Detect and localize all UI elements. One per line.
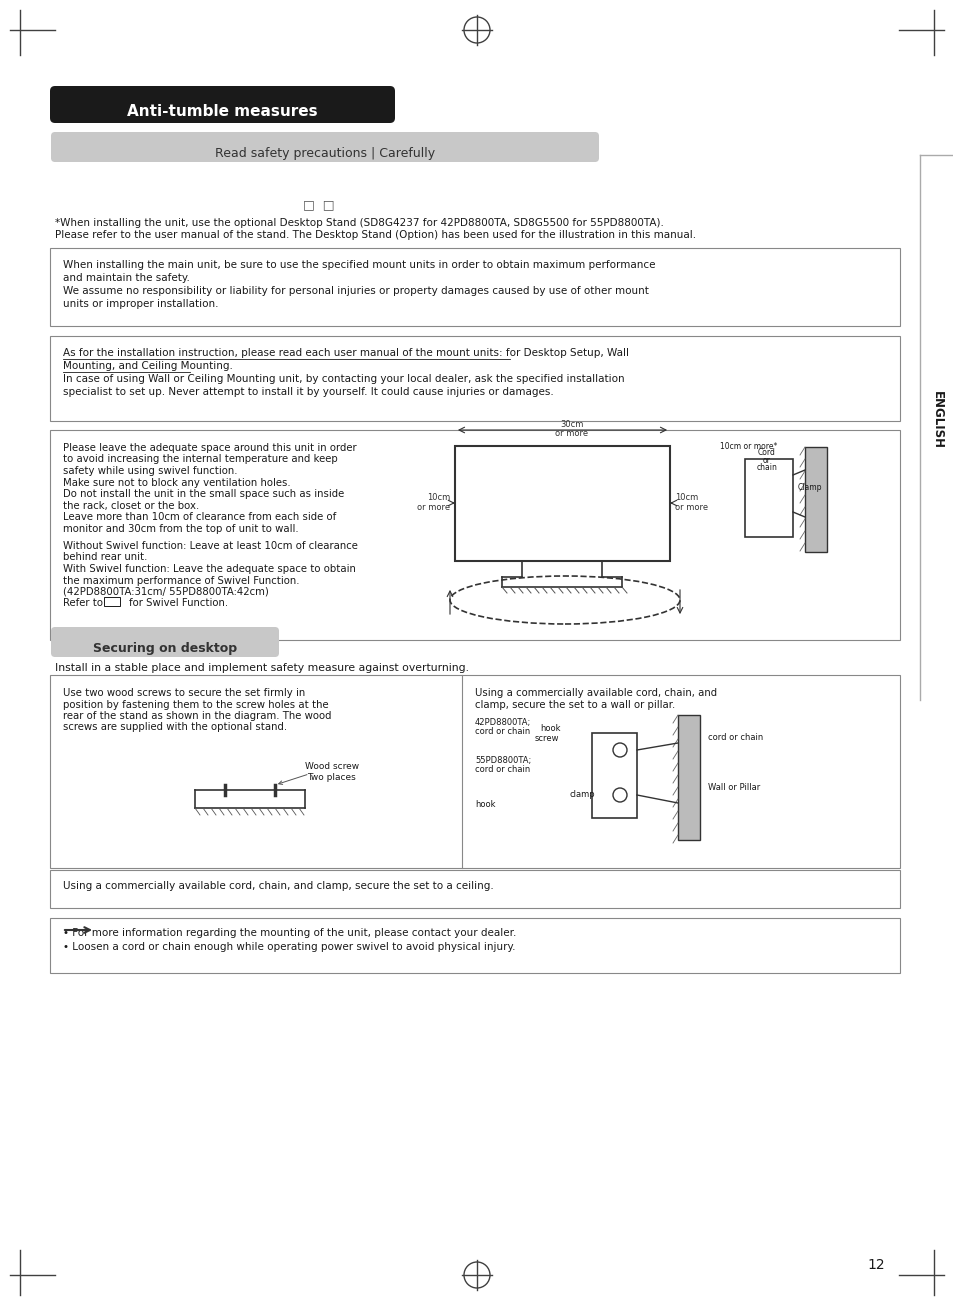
- Bar: [804, 447, 826, 552]
- Text: clamp, secure the set to a wall or pillar.: clamp, secure the set to a wall or pilla…: [475, 700, 675, 709]
- Text: or: or: [762, 456, 770, 465]
- Text: Two places: Two places: [307, 773, 355, 782]
- Text: screw: screw: [535, 734, 558, 743]
- Text: Please refer to the user manual of the stand. The Desktop Stand (Option) has bee: Please refer to the user manual of the s…: [55, 230, 696, 240]
- Text: Do not install the unit in the small space such as inside: Do not install the unit in the small spa…: [63, 488, 344, 499]
- Text: Anti-tumble measures: Anti-tumble measures: [127, 104, 317, 119]
- Text: Please leave the adequate space around this unit in order: Please leave the adequate space around t…: [63, 443, 356, 453]
- Text: With Swivel function: Leave the adequate space to obtain: With Swivel function: Leave the adequate…: [63, 564, 355, 575]
- Text: or more: or more: [555, 428, 588, 438]
- FancyBboxPatch shape: [51, 627, 278, 657]
- Text: and maintain the safety.: and maintain the safety.: [63, 273, 190, 283]
- Text: Read safety precautions | Carefully: Read safety precautions | Carefully: [214, 148, 435, 161]
- Bar: [50, 675, 899, 868]
- Text: cord or chain: cord or chain: [475, 765, 530, 774]
- Text: 10cm: 10cm: [426, 492, 450, 502]
- Bar: [50, 918, 899, 973]
- Text: In case of using Wall or Ceiling Mounting unit, by contacting your local dealer,: In case of using Wall or Ceiling Mountin…: [63, 374, 624, 384]
- Text: Make sure not to block any ventilation holes.: Make sure not to block any ventilation h…: [63, 478, 291, 487]
- Text: behind rear unit.: behind rear unit.: [63, 552, 147, 563]
- Text: rear of the stand as shown in the diagram. The wood: rear of the stand as shown in the diagra…: [63, 710, 331, 721]
- Text: Wood screw: Wood screw: [278, 761, 358, 785]
- Text: Leave more than 10cm of clearance from each side of: Leave more than 10cm of clearance from e…: [63, 512, 335, 522]
- Text: Cord: Cord: [758, 448, 775, 457]
- Text: 30cm: 30cm: [559, 421, 583, 428]
- Text: Clamp: Clamp: [797, 482, 821, 491]
- Bar: [592, 733, 637, 818]
- Bar: [678, 714, 700, 840]
- Bar: [50, 430, 899, 640]
- Text: screws are supplied with the optional stand.: screws are supplied with the optional st…: [63, 722, 287, 733]
- FancyBboxPatch shape: [51, 132, 598, 162]
- Bar: [455, 447, 669, 562]
- Text: hook: hook: [475, 801, 495, 808]
- Text: monitor and 30cm from the top of unit to wall.: monitor and 30cm from the top of unit to…: [63, 524, 298, 533]
- Text: 10cm: 10cm: [675, 492, 698, 502]
- Text: *When installing the unit, use the optional Desktop Stand (SD8G4237 for 42PD8800: *When installing the unit, use the optio…: [55, 218, 663, 229]
- Bar: [744, 458, 792, 537]
- Text: Securing on desktop: Securing on desktop: [92, 643, 236, 656]
- Text: Wall or Pillar: Wall or Pillar: [707, 782, 760, 791]
- Text: • For more information regarding the mounting of the unit, please contact your d: • For more information regarding the mou…: [63, 929, 516, 938]
- Text: Mounting, and Ceiling Mounting.: Mounting, and Ceiling Mounting.: [63, 360, 233, 371]
- Text: clamp: clamp: [569, 790, 595, 799]
- Text: units or improper installation.: units or improper installation.: [63, 299, 218, 310]
- Text: to avoid increasing the internal temperature and keep: to avoid increasing the internal tempera…: [63, 454, 337, 465]
- Text: 10cm or more*: 10cm or more*: [720, 441, 777, 451]
- Text: Using a commercially available cord, chain, and: Using a commercially available cord, cha…: [475, 688, 717, 697]
- Text: When installing the main unit, be sure to use the specified mount units in order: When installing the main unit, be sure t…: [63, 260, 655, 270]
- Text: ENGLISH: ENGLISH: [929, 390, 943, 449]
- Text: (42PD8800TA:31cm/ 55PD8800TA:42cm): (42PD8800TA:31cm/ 55PD8800TA:42cm): [63, 586, 269, 597]
- Text: □  □: □ □: [303, 199, 335, 212]
- Text: Refer to        for Swivel Function.: Refer to for Swivel Function.: [63, 598, 228, 609]
- Bar: [104, 597, 120, 606]
- Text: position by fastening them to the screw holes at the: position by fastening them to the screw …: [63, 700, 328, 709]
- Text: As for the installation instruction, please read each user manual of the mount u: As for the installation instruction, ple…: [63, 347, 628, 358]
- Bar: [50, 870, 899, 908]
- Text: or more: or more: [675, 503, 707, 512]
- Text: 12: 12: [866, 1258, 884, 1272]
- Text: or more: or more: [416, 503, 450, 512]
- Text: Use two wood screws to secure the set firmly in: Use two wood screws to secure the set fi…: [63, 688, 305, 697]
- Text: • Loosen a cord or chain enough while operating power swivel to avoid physical i: • Loosen a cord or chain enough while op…: [63, 942, 515, 952]
- Text: cord or chain: cord or chain: [707, 733, 762, 742]
- Bar: [50, 248, 899, 326]
- Text: Without Swivel function: Leave at least 10cm of clearance: Without Swivel function: Leave at least …: [63, 541, 357, 551]
- Text: cord or chain: cord or chain: [475, 727, 530, 737]
- Text: the rack, closet or the box.: the rack, closet or the box.: [63, 500, 199, 511]
- Text: 55PD8800TA;: 55PD8800TA;: [475, 756, 531, 765]
- Text: Using a commercially available cord, chain, and clamp, secure the set to a ceili: Using a commercially available cord, cha…: [63, 882, 494, 891]
- Text: We assume no responsibility or liability for personal injuries or property damag: We assume no responsibility or liability…: [63, 286, 648, 296]
- Text: Install in a stable place and implement safety measure against overturning.: Install in a stable place and implement …: [55, 663, 469, 673]
- Text: chain: chain: [756, 464, 777, 471]
- Text: hook: hook: [539, 724, 560, 733]
- Bar: [50, 336, 899, 421]
- Text: the maximum performance of Swivel Function.: the maximum performance of Swivel Functi…: [63, 576, 299, 585]
- FancyBboxPatch shape: [50, 86, 395, 123]
- Text: safety while using swivel function.: safety while using swivel function.: [63, 466, 237, 475]
- Text: 42PD8800TA;: 42PD8800TA;: [475, 718, 531, 727]
- Text: specialist to set up. Never attempt to install it by yourself. It could cause in: specialist to set up. Never attempt to i…: [63, 387, 553, 397]
